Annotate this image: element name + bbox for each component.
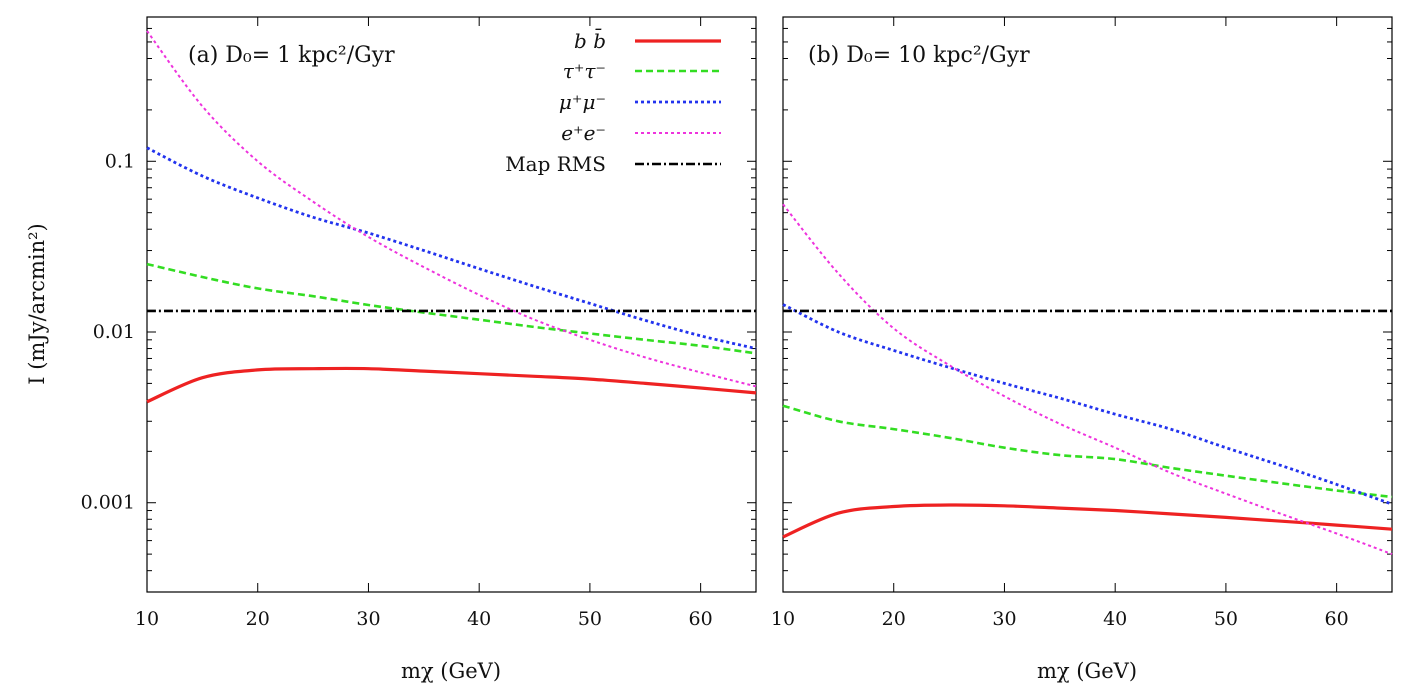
panel-a: 10 20 30 40 50 60 0.001 0.01 0.1 (a) D₀= 1 kpc²/… [25, 16, 757, 683]
panel-a-x-tick-label: 40 [467, 608, 491, 630]
panel-b-x-tick-label: 50 [1214, 608, 1238, 630]
panel-a-x-tick-label: 50 [578, 608, 602, 630]
legend: b b̄ τ⁺τ⁻ μ⁺μ⁻ e⁺e⁻ Map RMS [505, 28, 721, 176]
y-tick-label: 0.001 [81, 492, 135, 514]
panel-b-x-tick-label: 40 [1103, 608, 1127, 630]
panel-a-series [146, 30, 757, 404]
legend-label: e⁺e⁻ [561, 121, 606, 145]
panel-b-series-b-b-line [782, 503, 1393, 539]
legend-label: b b̄ [574, 28, 606, 53]
y-tick-label: 0.01 [93, 321, 135, 343]
panel-a-x-tick-label: 60 [689, 608, 713, 630]
panel-b-x-tick-label: 20 [882, 608, 906, 630]
panel-b-x-tick-label: 30 [992, 608, 1016, 630]
panel-b-ticks: 10 20 30 40 50 60 [771, 17, 1392, 630]
legend-label: τ⁺τ⁻ [563, 59, 606, 83]
panel-a-x-tick-label: 10 [135, 608, 159, 630]
panel-b-series-series-line [782, 404, 1393, 499]
y-axis-label: I (mJy/arcmin²) [25, 223, 49, 385]
legend-label: μ⁺μ⁻ [559, 90, 606, 114]
panel-a-series-series-line [146, 146, 757, 350]
panel-b-series [782, 203, 1393, 556]
panel-b-series-series-line [782, 303, 1393, 506]
panel-a-x-tick-label: 20 [246, 608, 270, 630]
panel-a-title: (a) D₀= 1 kpc²/Gyr [188, 43, 395, 68]
panel-b-series-e-e-line [782, 203, 1393, 556]
panel-a-series-b-b-line [146, 366, 757, 404]
panel-b-x-axis-label: mχ (GeV) [1037, 659, 1137, 683]
panel-a-ticks: 10 20 30 40 50 60 0.001 0.01 0.1 [81, 17, 756, 630]
panel-a-series-e-e-line [146, 30, 757, 388]
legend-label: Map RMS [505, 152, 606, 176]
panel-b-title: (b) D₀= 10 kpc²/Gyr [808, 43, 1030, 68]
panel-b: 10 20 30 40 50 60 (b) D₀= 10 kpc²/Gyr mχ (GeV… [771, 16, 1393, 683]
y-tick-label: 0.1 [105, 150, 135, 172]
panel-a-x-axis-label: mχ (GeV) [401, 659, 501, 683]
panel-a-series-series-line [146, 262, 757, 355]
panel-b-x-tick-label: 10 [771, 608, 795, 630]
panel-b-frame [782, 16, 1393, 593]
panel-b-x-tick-label: 60 [1325, 608, 1349, 630]
panel-a-x-tick-label: 30 [356, 608, 380, 630]
panel-a-frame [146, 16, 757, 593]
